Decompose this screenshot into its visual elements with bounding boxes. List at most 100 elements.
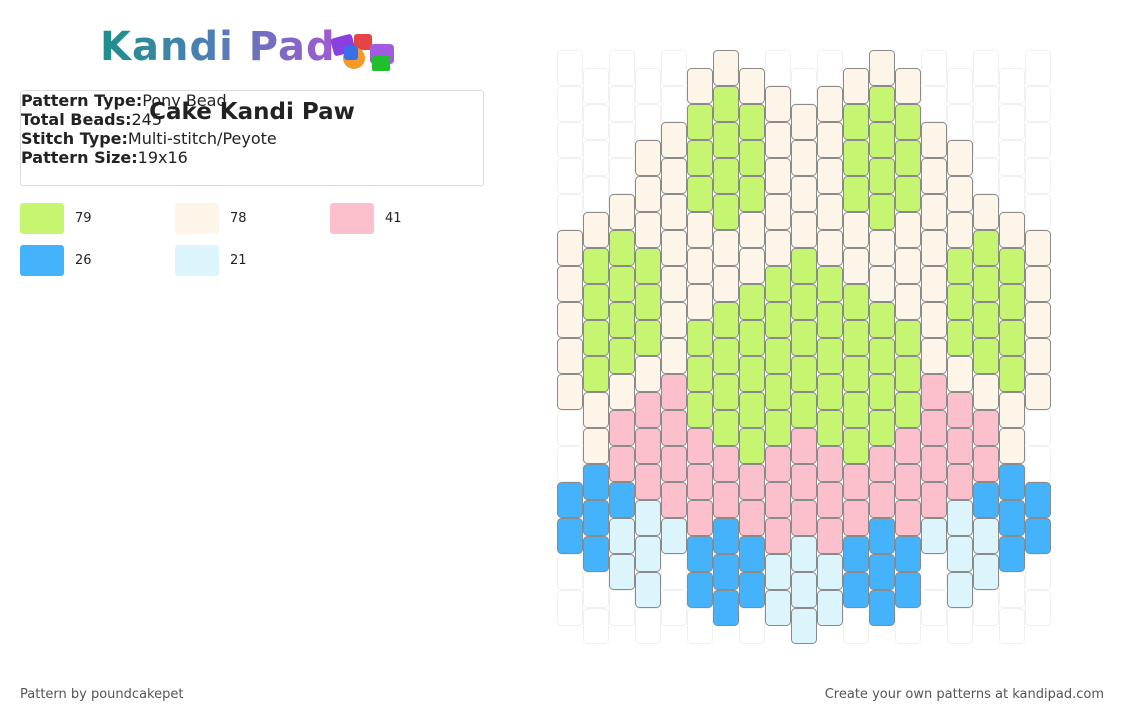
bead [895,248,921,284]
bead [583,68,609,104]
bead [765,122,791,158]
bead [713,230,739,266]
bead [635,248,661,284]
field-value: 245 [131,110,163,129]
bead [947,104,973,140]
bead [973,122,999,158]
bead [999,500,1025,536]
bead [661,338,687,374]
bead [921,482,947,518]
field: Pattern Type:Pony Bead [21,91,483,110]
bead [1025,518,1051,554]
bead [713,194,739,230]
bead [1025,374,1051,410]
bead [817,86,843,122]
bead [999,608,1025,644]
bead [635,68,661,104]
bead [973,446,999,482]
bead [687,392,713,428]
bead [869,554,895,590]
bead [765,158,791,194]
bead [999,176,1025,212]
bead [713,50,739,86]
bead [557,302,583,338]
bead [1025,482,1051,518]
bead [1025,194,1051,230]
bead [739,320,765,356]
credit[interactable]: Pattern by poundcakepet [20,687,184,702]
bead [895,212,921,248]
bead [739,536,765,572]
bead [765,266,791,302]
bead [843,176,869,212]
bead [921,590,947,626]
bead [895,356,921,392]
bead [713,374,739,410]
bead [557,338,583,374]
bead [583,536,609,572]
logo[interactable]: Kandi Pad [100,24,336,70]
bead [713,122,739,158]
bead-count: 78 [230,211,247,226]
bead [687,104,713,140]
color-swatch [20,203,64,234]
bead [765,338,791,374]
bead [791,212,817,248]
bead [843,104,869,140]
bead [999,572,1025,608]
bead [921,86,947,122]
bead [843,428,869,464]
bead [661,374,687,410]
bead [817,194,843,230]
bead [947,248,973,284]
bead [947,140,973,176]
bead [557,554,583,590]
bead [635,428,661,464]
bead [1025,122,1051,158]
color-swatch [175,203,219,234]
bead [557,446,583,482]
bead [921,122,947,158]
bead [843,572,869,608]
bead [583,428,609,464]
bead [635,572,661,608]
bead [583,284,609,320]
bead [635,608,661,644]
bead [817,554,843,590]
bead [687,464,713,500]
bead [739,248,765,284]
bead [609,446,635,482]
bead [765,554,791,590]
bead [869,410,895,446]
field-label: Stitch Type: [21,129,128,148]
bead [583,356,609,392]
bead [791,572,817,608]
bead [739,212,765,248]
promo[interactable]: Create your own patterns at kandipad.com [824,687,1104,702]
bead [843,356,869,392]
bead [1025,302,1051,338]
bead [635,356,661,392]
bead [791,500,817,536]
bead [583,248,609,284]
bead [973,302,999,338]
bead [895,104,921,140]
field-value: Pony Bead [142,91,227,110]
bead [609,590,635,626]
bead [921,446,947,482]
bead-count: 41 [385,211,402,226]
bead [661,50,687,86]
bead [869,590,895,626]
bead [817,302,843,338]
bead [843,68,869,104]
bead [661,518,687,554]
bead [739,392,765,428]
bead [791,68,817,104]
bead [999,68,1025,104]
bead [817,158,843,194]
bead [739,140,765,176]
bead [895,320,921,356]
bead [973,194,999,230]
bead [557,518,583,554]
color-swatch [330,203,374,234]
